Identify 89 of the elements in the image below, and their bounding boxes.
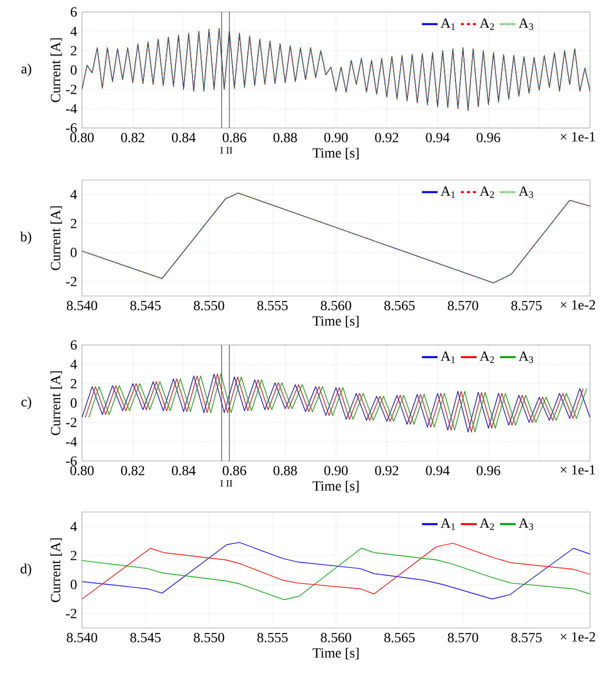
legend-label: A$_{2}$ (480, 518, 494, 530)
ref-line-label: II (226, 480, 232, 487)
y-axis-title: Current [A] (50, 38, 62, 102)
x-tick-label: 0.86 (222, 132, 246, 142)
x-tick-label: 0.88 (274, 466, 297, 476)
legend-label: A$_{1}$ (440, 518, 455, 530)
x-tick-label: 0.90 (324, 132, 348, 142)
y-tick-label: -6 (66, 123, 77, 133)
x-tick-label: 8.565 (384, 300, 415, 310)
y-tick-label: 4 (70, 190, 77, 200)
text: × 1e-2 (560, 632, 595, 642)
x-tick-label: 0.82 (121, 466, 144, 476)
x-tick-label: 8.560 (320, 300, 352, 310)
y-tick-label: -2 (66, 276, 76, 286)
legend-label: A$_{1}$ (440, 186, 455, 198)
ref-line-label: I (220, 147, 224, 154)
ref-line-label: I (220, 480, 224, 487)
y-axis-title: Current [A] (50, 206, 62, 270)
legend-label: A$_{2}$ (480, 18, 494, 30)
x-tick-label: 0.84 (172, 132, 196, 142)
y-tick-label: -6 (66, 456, 77, 466)
y-tick-label: 2 (70, 218, 76, 228)
y-tick-label: -2 (66, 84, 76, 94)
x-tick-label: 0.86 (222, 466, 246, 476)
y-axis-title: Current [A] (50, 538, 62, 602)
y-tick-label: 4 (70, 26, 77, 36)
x-tick-label: 8.555 (257, 300, 288, 310)
x-axis-title: Time [s] (312, 480, 359, 492)
x-tick-label: 8.540 (66, 300, 98, 310)
text: × 1e-2 (560, 300, 595, 310)
y-tick-label: 6 (70, 7, 77, 17)
x-tick-label: 8.565 (384, 632, 415, 642)
legend-label: A$_{2}$ (480, 351, 494, 363)
y-tick-label: 2 (70, 379, 76, 388)
legend-label: A$_{1}$ (440, 351, 455, 363)
legend-label: A$_{3}$ (518, 18, 534, 30)
text: b) (20, 232, 32, 244)
x-tick-label: 0.88 (274, 132, 297, 142)
y-tick-label: -4 (66, 104, 77, 114)
x-axis-title: Time [s] (312, 148, 359, 160)
x-tick-label: 0.94 (426, 132, 450, 142)
x-tick-label: 0.96 (476, 466, 500, 476)
y-tick-label: 0 (70, 580, 77, 590)
text: d) (20, 564, 32, 576)
text: × 1e-1 (560, 132, 595, 142)
x-tick-label: 0.80 (70, 466, 94, 476)
y-tick-label: 0 (70, 65, 77, 75)
x-tick-label: 0.80 (70, 132, 94, 142)
y-tick-label: 4 (70, 522, 77, 532)
y-tick-label: -4 (66, 437, 77, 446)
x-tick-label: 8.570 (448, 300, 478, 310)
x-tick-label: 8.540 (66, 632, 98, 642)
y-axis-title: Current [A] (50, 371, 62, 436)
x-tick-label: 0.96 (476, 132, 500, 142)
text: a) (21, 64, 32, 76)
x-tick-label: 8.545 (130, 632, 161, 642)
x-tick-label: 8.570 (448, 632, 478, 642)
y-tick-label: -2 (66, 608, 76, 618)
legend-label: A$_{2}$ (480, 186, 494, 198)
legend-label: A$_{3}$ (518, 351, 534, 363)
legend-label: A$_{1}$ (440, 18, 455, 30)
x-tick-label: 8.550 (194, 300, 224, 310)
y-tick-label: 0 (70, 398, 77, 408)
y-tick-label: 6 (70, 340, 77, 350)
y-tick-label: 2 (70, 46, 76, 56)
x-tick-label: 0.90 (324, 466, 348, 476)
text: c) (21, 396, 32, 410)
ref-line-label: II (226, 147, 232, 154)
x-tick-label: 8.550 (194, 632, 224, 642)
x-axis-title: Time [s] (312, 316, 359, 328)
y-tick-label: 2 (70, 550, 76, 560)
x-tick-label: 8.575 (511, 300, 542, 310)
x-tick-label: 8.545 (130, 300, 161, 310)
x-tick-label: 0.84 (172, 466, 196, 476)
legend-label: A$_{3}$ (518, 518, 534, 530)
x-axis-title: Time [s] (312, 648, 359, 660)
x-tick-label: 0.94 (426, 466, 450, 476)
x-tick-label: 0.92 (375, 132, 398, 142)
x-tick-label: 0.92 (375, 466, 398, 476)
line-series (82, 28, 590, 111)
y-tick-label: -2 (66, 418, 76, 427)
y-tick-label: 4 (70, 360, 77, 369)
legend-label: A$_{3}$ (518, 186, 534, 198)
text: × 1e-1 (560, 465, 595, 475)
x-tick-label: 8.555 (257, 632, 288, 642)
x-tick-label: 8.560 (320, 632, 352, 642)
y-tick-label: 0 (70, 248, 77, 258)
x-tick-label: 0.82 (121, 132, 144, 142)
x-tick-label: 8.575 (511, 632, 542, 642)
